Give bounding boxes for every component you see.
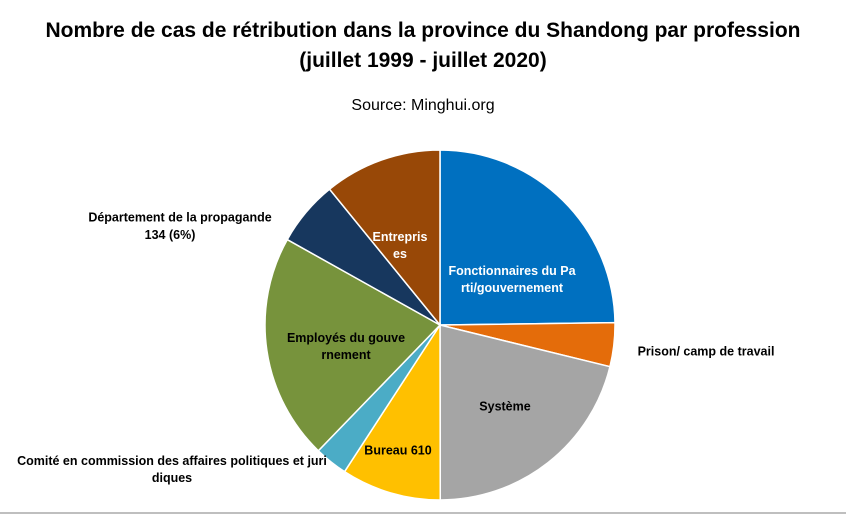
slice-label: Bureau 610: [364, 443, 432, 458]
pie-slice: [264, 238, 442, 452]
slice-label: Département de la propagande: [88, 210, 272, 225]
slice-label: Système: [479, 399, 531, 414]
pie-slice: [343, 322, 441, 501]
slice-label: Employés du gouvernement: [286, 331, 406, 362]
pie-slice: [328, 149, 441, 328]
slice-label: Fonctionnaires du Parti/gouvernement: [448, 264, 576, 295]
chart-title: Nombre de cas de rétribution dans la pro…: [45, 19, 801, 72]
value-label: 134 (6%): [144, 228, 196, 242]
slice-label: Comité en commission des affaires politi…: [17, 454, 327, 485]
slice-label: Entreprises: [372, 230, 428, 261]
pie-slice: [439, 324, 611, 501]
pie-slice: [439, 149, 616, 326]
chart-subtitle: Source: Minghui.org: [351, 97, 495, 114]
slice-label: Prison/ camp de travail: [637, 344, 775, 359]
